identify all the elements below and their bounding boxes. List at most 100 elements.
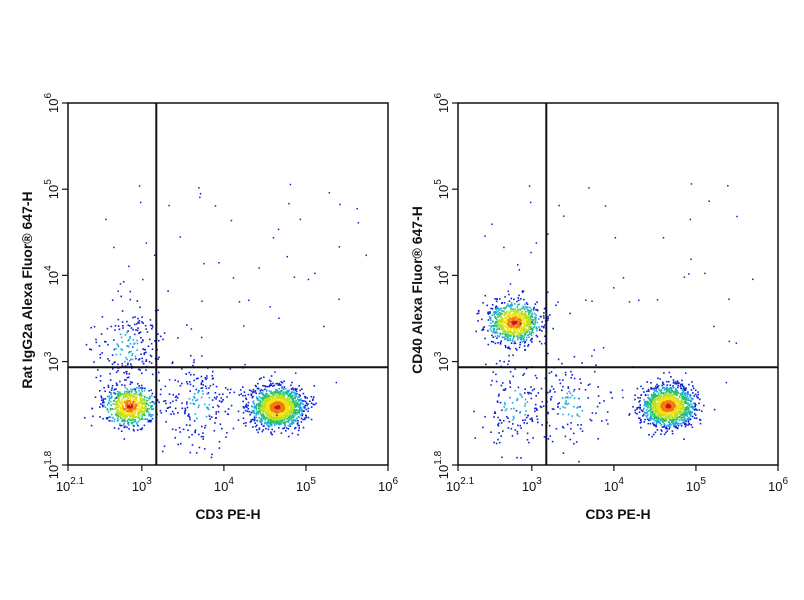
event-dot <box>684 423 686 426</box>
event-dot <box>194 429 197 431</box>
event-dot <box>193 373 195 376</box>
event-dot <box>126 404 129 406</box>
event-dot <box>256 429 258 431</box>
event-dot <box>294 389 297 391</box>
event-dot <box>508 324 511 327</box>
event-dot <box>122 418 124 421</box>
event-dot <box>689 403 692 406</box>
event-dot <box>665 427 667 430</box>
event-dot <box>256 396 258 399</box>
event-dot <box>119 423 121 425</box>
event-dot <box>179 431 182 433</box>
event-dot <box>275 419 277 421</box>
event-dot <box>643 399 645 401</box>
event-dot <box>186 401 188 403</box>
event-dot <box>248 410 251 413</box>
event-dot <box>521 332 523 334</box>
event-dot <box>113 361 115 364</box>
event-dot <box>125 400 128 402</box>
event-dot <box>499 320 502 323</box>
event-dot <box>535 314 537 317</box>
event-dot <box>140 396 142 398</box>
event-dot <box>662 393 664 395</box>
event-dot <box>292 399 295 402</box>
event-dot <box>205 387 208 390</box>
event-dot <box>111 384 114 387</box>
event-dot <box>646 412 648 414</box>
event-dot <box>307 416 310 419</box>
event-dot <box>530 334 533 337</box>
event-dot <box>510 297 513 300</box>
event-dot <box>505 312 508 315</box>
event-dot <box>263 415 266 418</box>
event-dot <box>221 427 223 430</box>
event-dot <box>284 387 287 390</box>
event-dot <box>495 309 498 311</box>
event-dot <box>522 319 524 321</box>
event-dot <box>151 418 154 420</box>
event-dot <box>673 412 676 415</box>
event-dot <box>121 310 124 312</box>
event-dot <box>189 383 192 386</box>
event-dot <box>116 343 118 345</box>
event-dot <box>129 403 131 405</box>
event-dot <box>671 407 674 409</box>
event-dot <box>132 402 135 404</box>
event-dot <box>282 408 285 411</box>
event-dot <box>188 371 191 374</box>
event-dot <box>242 406 245 408</box>
event-dot <box>131 411 134 413</box>
event-dot <box>123 396 126 399</box>
event-dot <box>534 323 536 325</box>
event-dot <box>153 403 156 405</box>
event-dot <box>205 415 208 418</box>
outlier-events <box>105 183 367 420</box>
event-dot <box>304 417 306 419</box>
event-dot <box>137 405 140 408</box>
event-dot <box>130 391 133 393</box>
event-dot <box>121 393 123 396</box>
event-dot <box>281 389 283 392</box>
event-dot <box>255 385 257 388</box>
event-dot <box>150 355 153 358</box>
event-dot <box>509 380 511 383</box>
event-dot <box>661 396 663 399</box>
event-dot <box>523 345 526 347</box>
event-dot <box>290 407 292 409</box>
event-dot <box>283 386 286 388</box>
event-dot <box>120 400 123 402</box>
event-dot <box>682 413 684 416</box>
event-dot <box>285 430 287 432</box>
event-dot <box>516 300 518 303</box>
event-dot <box>140 410 142 412</box>
event-dot <box>253 418 256 420</box>
event-dot <box>666 384 669 386</box>
event-dot <box>245 397 247 400</box>
event-dot <box>671 430 674 432</box>
event-dot <box>295 393 297 396</box>
event-dot <box>657 420 659 422</box>
event-dot <box>657 418 660 421</box>
event-dot <box>653 393 655 395</box>
event-dot <box>134 393 137 396</box>
event-dot <box>143 412 145 414</box>
event-dot <box>693 417 696 419</box>
event-dot <box>297 424 300 427</box>
population-cluster <box>628 371 716 440</box>
event-dot <box>671 423 674 425</box>
event-dot <box>226 396 228 398</box>
event-dot <box>654 414 656 416</box>
event-dot <box>552 388 555 390</box>
event-dot <box>117 407 119 409</box>
event-dot <box>238 301 241 303</box>
event-dot <box>520 427 522 429</box>
event-dot <box>216 396 218 398</box>
event-dot <box>294 406 297 408</box>
event-dot <box>144 401 147 404</box>
event-dot <box>642 387 644 390</box>
event-dot <box>280 408 283 410</box>
event-dot <box>501 310 504 312</box>
event-dot <box>127 376 130 379</box>
event-dot <box>682 417 684 419</box>
event-dot <box>657 395 659 397</box>
